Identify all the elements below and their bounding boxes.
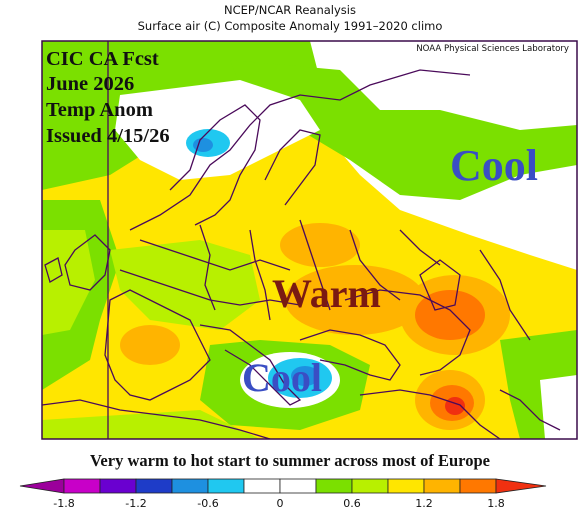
header-title: NCEP/NCAR Reanalysis — [224, 3, 356, 17]
colorbar-cell — [279, 478, 317, 494]
header-subtitle: Surface air (C) Composite Anomaly 1991–2… — [137, 19, 443, 33]
colorbar-cell — [387, 478, 425, 494]
colorbar-tick-label: 0.6 — [343, 497, 361, 510]
colorbar-cells — [19, 478, 547, 494]
region-label-cool-north: Cool — [450, 141, 538, 190]
forecast-label-line: Issued 4/15/26 — [46, 125, 170, 147]
colorbar-cell — [63, 478, 101, 494]
colorbar-tick-label: 0 — [277, 497, 284, 510]
colorbar-tick-label: 1.8 — [487, 497, 505, 510]
colorbar-tick-label: 1.2 — [415, 497, 433, 510]
colorbar-cell — [171, 478, 209, 494]
colorbar-cell — [495, 478, 547, 494]
coastlines — [42, 69, 561, 439]
colorbar-tick-label: -1.8 — [53, 497, 74, 510]
colorbar-cell — [243, 478, 281, 494]
region-label-cool-south: Cool — [242, 355, 322, 400]
anomaly-fields — [42, 41, 577, 439]
colorbar-cell — [207, 478, 245, 494]
colorbar-cell — [351, 478, 389, 494]
colorbar-cell — [315, 478, 353, 494]
colorbar: -1.8 -1.2 -0.6 0 0.6 1.2 1.8 — [19, 478, 547, 510]
colorbar-cell — [19, 478, 65, 494]
credit-label: NOAA Physical Sciences Laboratory — [413, 43, 572, 55]
forecast-label-line: June 2026 — [46, 73, 135, 95]
anomaly-map — [41, 40, 578, 440]
colorbar-ticks: -1.8 -1.2 -0.6 0 0.6 1.2 1.8 — [53, 497, 504, 510]
region-label-warm: Warm — [272, 271, 381, 316]
colorbar-tick-label: -1.2 — [125, 497, 146, 510]
colorbar-tick-label: -0.6 — [197, 497, 218, 510]
forecast-label-line: CIC CA Fcst — [46, 48, 159, 70]
colorbar-cell — [135, 478, 173, 494]
colorbar-cell — [459, 478, 497, 494]
forecast-label-line: Temp Anom — [46, 99, 153, 121]
caption: Very warm to hot start to summer across … — [90, 451, 490, 470]
colorbar-cell — [99, 478, 137, 494]
colorbar-cell — [423, 478, 461, 494]
